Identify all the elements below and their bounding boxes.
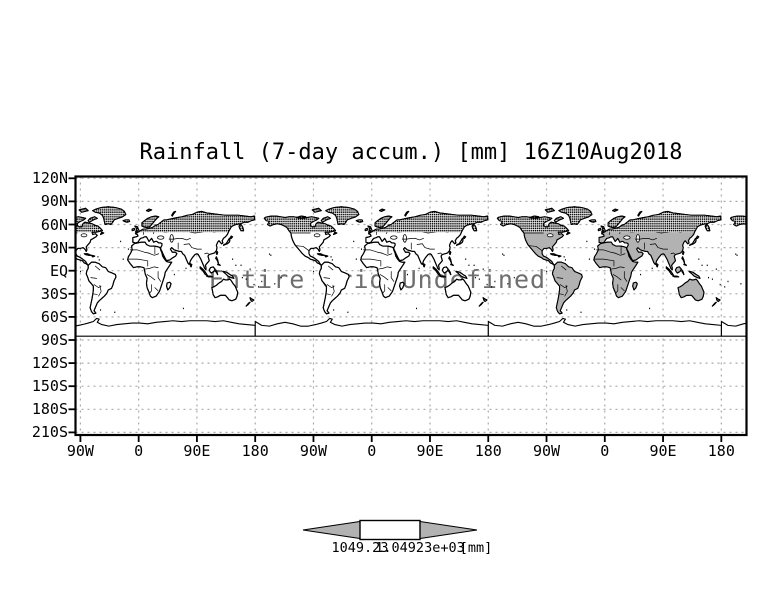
world-map-copy [255, 206, 488, 336]
y-tick-label: EQ [49, 261, 68, 280]
black-sea-lake [391, 236, 397, 239]
x-tick-label: 90W [66, 442, 94, 460]
x-tick-label: 180 [707, 442, 735, 460]
grid-undefined-message: Entire Grid Undefined [209, 265, 547, 294]
plot-frame [74, 175, 748, 437]
antarctica-outline [721, 318, 746, 336]
antarctica-outline [488, 318, 721, 336]
colorbar-box [359, 519, 421, 541]
y-tick-label: 60N [40, 215, 68, 234]
x-tick-label: 0 [134, 442, 144, 460]
great-lakes [81, 234, 87, 237]
x-tick-label: 180 [474, 442, 502, 460]
great-lakes [314, 234, 320, 237]
antarctica-outline [76, 318, 255, 336]
x-tick-label: 90E [649, 442, 677, 460]
x-tick-label: 90E [416, 442, 444, 460]
y-tick-label: 180S [31, 400, 68, 419]
y-tick-label: 120S [31, 354, 68, 373]
y-tick-label: 120N [31, 169, 68, 188]
black-sea-lake [157, 236, 163, 239]
colorbar [302, 519, 478, 541]
caspian-sea-lake [403, 235, 406, 243]
y-tick-label: 60S [40, 307, 68, 326]
x-tick-label: 0 [367, 442, 377, 460]
shaded-land-band [730, 232, 746, 314]
caspian-sea-lake [170, 235, 173, 243]
x-tick-label: 90E [183, 442, 211, 460]
great-lakes [780, 234, 784, 237]
colorbar-units-label: [mm] [459, 540, 493, 556]
y-tick-label: 30N [40, 238, 68, 257]
x-tick-label: 90W [532, 442, 561, 460]
colorbar-min-label: 1049.23 [331, 540, 389, 556]
y-tick-label: 30S [40, 284, 68, 303]
y-tick-label: 150S [31, 377, 68, 396]
tick-marks [68, 177, 723, 442]
y-tick-label: 90S [40, 331, 68, 349]
world-map-copy [76, 206, 255, 336]
x-tick-label: 0 [600, 442, 610, 460]
colorbar-left-arrow [302, 520, 361, 540]
colorbar-right-arrow [419, 520, 478, 540]
y-tick-label: 210S [31, 423, 68, 442]
great-lakes [547, 234, 553, 237]
x-tick-label: 180 [241, 442, 269, 460]
plot-area [76, 177, 784, 435]
x-tick-label: 90W [299, 442, 327, 460]
plot-title: Rainfall (7-day accum.) [mm] 16Z10Aug201… [139, 140, 683, 165]
y-tick-label: 90N [40, 192, 68, 211]
caspian-sea-lake [636, 235, 639, 243]
gridlines [76, 177, 746, 435]
black-sea-lake [624, 236, 630, 239]
antarctica-outline [255, 318, 488, 336]
colorbar-max-label: 1.04923e+03 [375, 540, 465, 556]
